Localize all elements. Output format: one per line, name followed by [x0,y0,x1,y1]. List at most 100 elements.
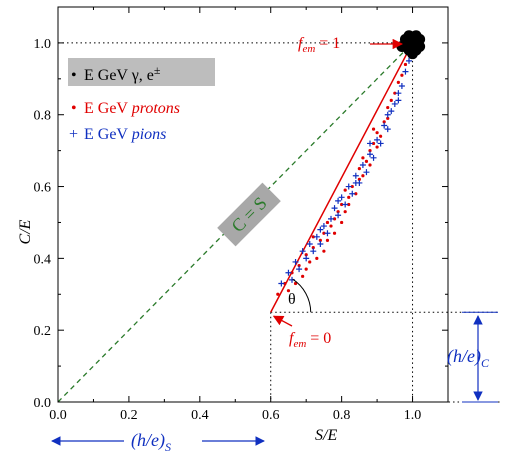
pion-point [367,151,373,158]
pion-point [352,179,359,186]
proton-point [400,73,404,77]
proton-point [340,220,344,225]
proton-point [308,260,312,264]
pion-point [381,122,388,129]
pion-point [303,255,310,262]
pion-point [317,241,324,247]
proton-point [304,267,308,271]
proton-point [325,220,330,225]
pion-point [359,162,366,168]
proton-point [347,202,351,207]
legend-marker-protons: • [71,100,77,117]
proton-point [283,281,287,286]
em-line [270,42,414,313]
diagonal-label: C = S [217,182,281,247]
pion-point [363,169,370,176]
pion-point [349,190,356,197]
pion-point [317,226,324,233]
pion-point [406,57,412,64]
proton-point [325,238,330,243]
proton-point [311,245,315,250]
proton-point [304,253,308,257]
pion-point [398,83,405,89]
proton-point [290,271,294,275]
y-tick-label: 0.6 [34,181,52,196]
proton-point [336,210,340,214]
proton-point [386,105,390,110]
proton-point [389,98,393,102]
proton-point [301,274,305,278]
x-tick-label: 0.2 [120,408,138,423]
legend-marker-pions: + [69,126,78,143]
pion-point [367,140,373,147]
pion-point [377,140,384,147]
x-tick-label: 1.0 [404,408,422,423]
proton-point [332,217,337,221]
pion-point [391,100,398,107]
pion-point [395,97,402,104]
x-tick-label: 0.4 [191,408,209,423]
x-tick-label: 0.0 [49,408,67,423]
proton-point [354,192,358,196]
proton-point [332,231,337,235]
y-axis-label: C/E [17,219,34,244]
proton-point [361,156,365,160]
y-tick-label: 0.8 [34,109,52,124]
he-c-label: (h/e)C [447,346,490,370]
pion-point [313,233,320,240]
pion-point [384,111,391,118]
proton-point [371,141,376,146]
pion-point [374,136,381,143]
pion-point [324,230,331,237]
proton-point [315,256,319,260]
pion-point [335,197,342,204]
proton-point [343,188,347,192]
pion-point [335,212,342,219]
legend-label-em: E GeV γ, e± [84,63,161,84]
proton-point [403,62,408,67]
proton-point [382,120,386,124]
proton-point [364,159,369,164]
x-axis-label: S/E [315,427,337,444]
pion-point [310,248,317,255]
pion-point [388,108,395,115]
pion-point [328,215,334,222]
pion-point [331,205,338,212]
proton-point [375,131,379,135]
fem-zero-label: fem = 0 [289,330,331,350]
fem-one-label: fem = 1 [298,35,340,55]
y-tick-label: 1.0 [34,37,52,52]
proton-point [318,238,322,243]
y-tick-label: 0.4 [34,252,52,267]
x-tick-label: 0.8 [333,408,351,423]
proton-point [329,224,333,228]
legend-label-pions: E GeV pions [84,126,166,143]
pion-point [370,154,377,161]
proton-point [343,210,347,214]
proton-point [311,235,315,239]
proton-point [286,289,291,293]
proton-point [386,116,390,120]
proton-point [347,195,351,199]
proton-point [379,134,383,138]
pion-point [306,241,313,247]
pion-point [402,68,409,75]
proton-point [293,281,298,286]
proton-point [375,145,379,149]
proton-point [368,149,372,153]
pion-point [285,269,292,276]
proton-point [368,163,372,167]
legend-marker-em: • [71,67,77,84]
proton-point [297,263,301,268]
x-tick-label: 0.6 [262,408,280,423]
pion-point [345,183,352,190]
pion-point [292,258,299,265]
he-s-label: (h/e)S [131,430,171,454]
pion-point [352,172,359,179]
pion-point [296,266,303,273]
legend-box-em [68,58,215,86]
proton-point [371,127,376,131]
pion-point [278,280,285,287]
proton-point [361,174,365,178]
fem-zero-arrow [272,315,293,327]
